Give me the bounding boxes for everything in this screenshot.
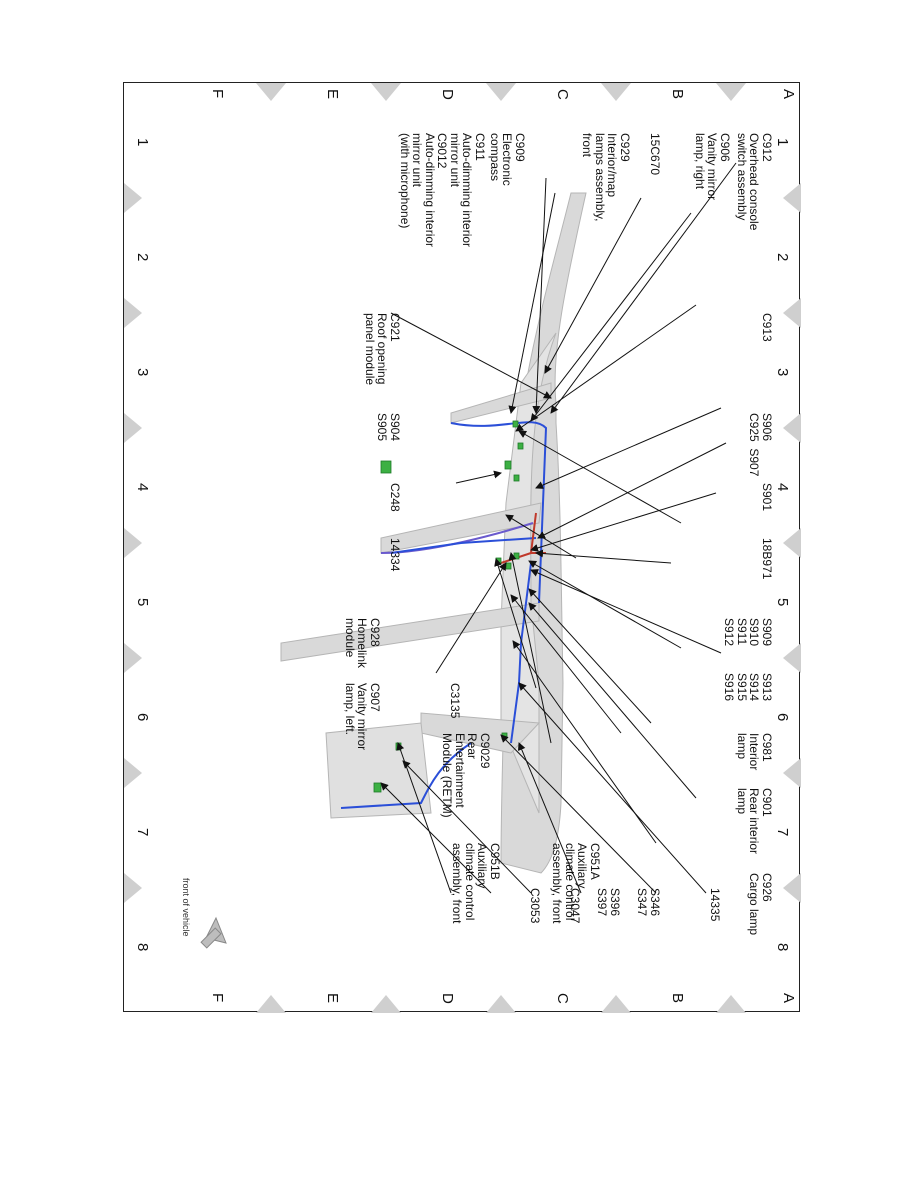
- callout-15c670: 15C670: [648, 133, 662, 176]
- rotated-diagram: 1 2 3 4 5 6 7 8 1 2 3 4 5 6 7 8 A B C D …: [124, 83, 801, 1013]
- callout-c913: C913: [760, 313, 774, 342]
- callout-s909: S909 S910 S911 S912: [722, 618, 775, 647]
- callout-c3135: C3135: [448, 683, 462, 719]
- callout-18b971: 18B971: [760, 538, 774, 580]
- callout-c926: C926 Cargo lamp: [747, 873, 775, 936]
- callout-c912: C912 Overhead console switch assembly: [735, 133, 774, 231]
- callout-c911: C911 Auto-dimming interior mirror unit C…: [398, 133, 487, 248]
- callout-c248: C248: [388, 483, 402, 512]
- callout-c3047: C3047: [568, 888, 582, 924]
- callout-s906-c925: S906 C925 S907: [747, 413, 775, 477]
- callout-s913: S913 S914 S915 S916: [722, 673, 775, 702]
- callout-c951b: C951B Auxiliary climate control assembly…: [450, 843, 503, 924]
- callout-c981: C981 Interior lamp: [735, 733, 774, 771]
- callout-c907: C907 Vanity mirror lamp, left.: [343, 683, 382, 751]
- diagram-frame: 1 2 3 4 5 6 7 8 1 2 3 4 5 6 7 8 A B C D …: [123, 82, 801, 1013]
- callout-c929: C929 Interior/map lamps assembly, front: [580, 133, 633, 222]
- callout-c9029: C9029 Rear Entertainment Module (RETM): [440, 733, 493, 818]
- front-of-vehicle-label: front of vehicle: [181, 878, 191, 937]
- callout-c901: C901 Rear interior lamp: [735, 788, 774, 855]
- vehicle-body: [280, 192, 587, 874]
- callout-s904: S904 S905: [375, 413, 403, 442]
- callout-c921: C921 Roof opening panel module: [363, 313, 402, 386]
- callout-14334: 14334: [388, 538, 402, 572]
- harness-drawing: [200, 162, 737, 949]
- callout-c3053: C3053: [528, 888, 542, 924]
- callout-s396: S396 S397: [595, 888, 623, 917]
- leader-lines: [380, 162, 737, 894]
- callout-s901: S901: [760, 483, 774, 512]
- callout-c906: C906 Vanity mirror lamp, right: [693, 133, 732, 201]
- callout-c928: C928 Homelink module: [343, 618, 382, 669]
- callout-14335: 14335: [708, 888, 722, 922]
- harness: [340, 421, 548, 809]
- callout-c909: C909 Electronic compass: [488, 133, 527, 186]
- callout-s346: S346 S347: [635, 888, 663, 917]
